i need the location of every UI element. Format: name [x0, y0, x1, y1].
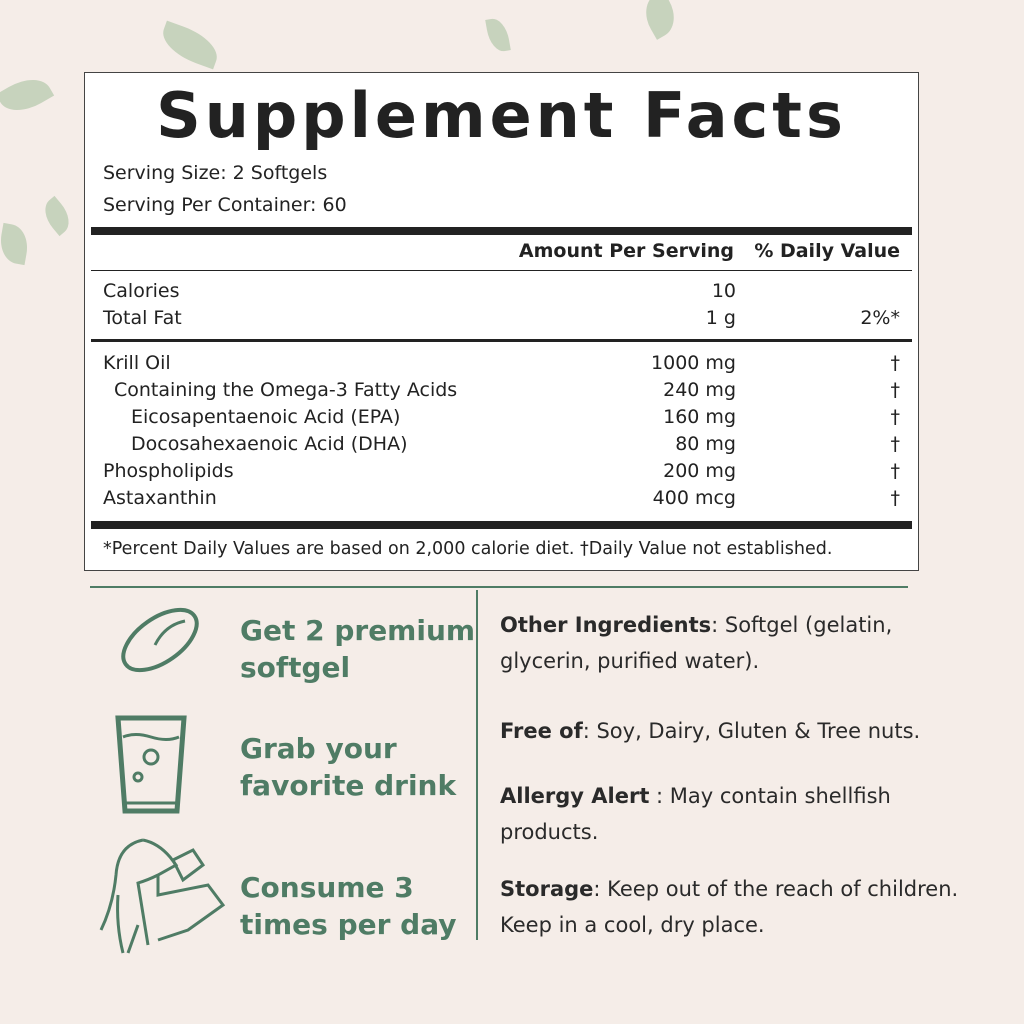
nutrient-amount: 240 mg: [663, 379, 736, 401]
nutrient-row: Containing the Omega-3 Fatty Acids 240 mg…: [103, 379, 900, 406]
nutrient-name: Astaxanthin: [103, 487, 217, 509]
panel-title: Supplement Facts: [156, 79, 847, 152]
nutrient-name: Calories: [103, 280, 180, 302]
nutrient-amount: 1000 mg: [651, 352, 736, 374]
nutrient-row: Total Fat 1 g 2%*: [103, 307, 900, 334]
nutrient-daily-value: †: [890, 406, 901, 428]
glass-icon: [115, 715, 187, 814]
nutrient-amount: 160 mg: [663, 406, 736, 428]
nutrient-name: Docosahexaenoic Acid (DHA): [131, 433, 408, 455]
nutrient-daily-value: †: [890, 487, 901, 509]
nutrient-row: Phospholipids 200 mg †: [103, 460, 900, 487]
leaf-decoration: [156, 20, 224, 70]
nutrient-amount: 10: [711, 280, 736, 302]
woman-drinking-icon: [99, 838, 226, 954]
nutrient-name: Containing the Omega-3 Fatty Acids: [114, 379, 458, 401]
softgel-icon: [121, 607, 199, 673]
nutrient-daily-value: †: [890, 379, 901, 401]
divider-thin: [91, 270, 912, 271]
nutrient-row: Eicosapentaenoic Acid (EPA) 160 mg †: [103, 406, 900, 433]
header-daily-value: % Daily Value: [754, 240, 900, 262]
step-1-text: Get 2 premium softgel: [240, 614, 476, 684]
divider-vertical: [476, 590, 478, 940]
footnote: *Percent Daily Values are based on 2,000…: [103, 539, 833, 559]
serving-size: Serving Size: 2 Softgels: [103, 162, 328, 184]
leaf-decoration: [37, 195, 77, 237]
nutrient-daily-value: 2%*: [860, 307, 900, 329]
nutrient-name: Total Fat: [103, 307, 182, 329]
free-of: Free of: Soy, Dairy, Gluten & Tree nuts.: [500, 719, 921, 743]
divider-green: [90, 586, 908, 588]
nutrient-row: Calories 10: [103, 280, 900, 307]
nutrient-row: Docosahexaenoic Acid (DHA) 80 mg †: [103, 433, 900, 460]
step-2-text: Grab your favorite drink: [240, 732, 457, 802]
divider-medium: [91, 339, 912, 342]
nutrient-amount: 80 mg: [675, 433, 736, 455]
nutrient-amount: 1 g: [705, 307, 736, 329]
divider-thick: [91, 227, 912, 235]
nutrient-daily-value: †: [890, 460, 901, 482]
allergy-alert: Allergy Alert : May contain shellfish pr…: [500, 784, 891, 844]
servings-per-container: Serving Per Container: 60: [103, 194, 347, 216]
nutrient-name: Eicosapentaenoic Acid (EPA): [131, 406, 401, 428]
nutrient-row: Astaxanthin 400 mcg †: [103, 487, 900, 514]
nutrient-row: Krill Oil 1000 mg †: [103, 352, 900, 379]
supplement-facts-panel: Supplement Facts Serving Size: 2 Softgel…: [84, 72, 919, 571]
nutrient-amount: 400 mcg: [652, 487, 736, 509]
divider-thick: [91, 521, 912, 529]
nutrient-daily-value: †: [890, 433, 901, 455]
other-ingredients: Other Ingredients: Softgel (gelatin, gly…: [500, 613, 893, 673]
nutrient-name: Krill Oil: [103, 352, 171, 374]
leaf-decoration: [637, 0, 683, 40]
leaf-decoration: [0, 69, 55, 121]
nutrient-daily-value: †: [890, 352, 901, 374]
leaf-decoration: [485, 16, 511, 54]
header-amount: Amount Per Serving: [518, 240, 734, 262]
nutrient-amount: 200 mg: [663, 460, 736, 482]
nutrient-name: Phospholipids: [103, 460, 234, 482]
storage: Storage: Keep out of the reach of childr…: [500, 877, 959, 937]
leaf-decoration: [0, 222, 32, 266]
step-3-text: Consume 3 times per day: [240, 871, 457, 941]
